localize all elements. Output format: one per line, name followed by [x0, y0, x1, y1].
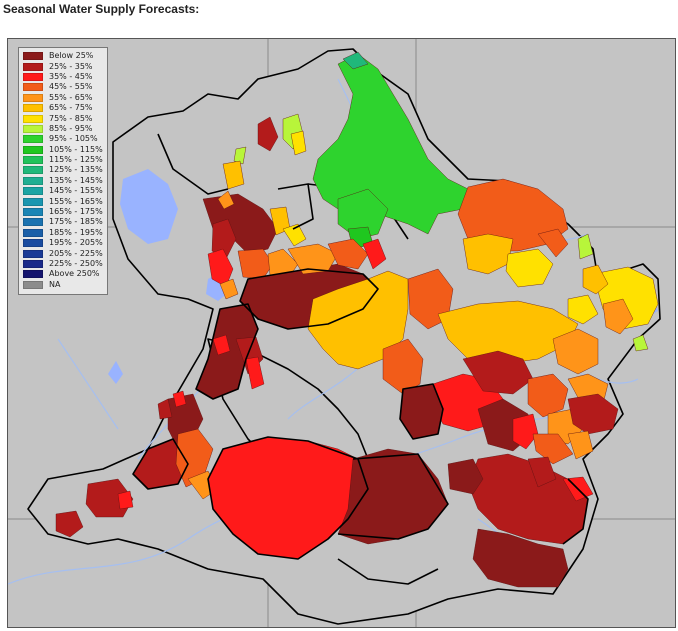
- legend-swatch: [23, 187, 43, 196]
- legend-item: 105% - 115%: [23, 145, 103, 155]
- legend-item: 205% - 225%: [23, 248, 103, 258]
- legend-item: Below 25%: [23, 51, 103, 61]
- legend-label: 85% - 95%: [49, 123, 93, 133]
- page-title: Seasonal Water Supply Forecasts:: [3, 2, 200, 16]
- legend-item: 145% - 155%: [23, 186, 103, 196]
- legend-label: 95% - 105%: [49, 134, 98, 144]
- legend-item: 45% - 55%: [23, 82, 103, 92]
- legend-item: 225% - 250%: [23, 259, 103, 269]
- legend-swatch: [23, 72, 43, 81]
- legend-label: 55% - 65%: [49, 92, 93, 102]
- legend-item: 185% - 195%: [23, 228, 103, 238]
- legend-item: 165% - 175%: [23, 207, 103, 217]
- legend-swatch: [23, 239, 43, 248]
- legend-label: 35% - 45%: [49, 71, 93, 81]
- legend-label: 175% - 185%: [49, 217, 103, 227]
- legend-label: 155% - 165%: [49, 196, 103, 206]
- legend-item: Above 250%: [23, 269, 103, 279]
- legend-item: 25% - 35%: [23, 61, 103, 71]
- legend-item: 115% - 125%: [23, 155, 103, 165]
- legend-swatch: [23, 145, 43, 154]
- legend-label: 25% - 35%: [49, 61, 93, 71]
- forecast-regions: [55, 51, 659, 588]
- legend-swatch: [23, 52, 43, 61]
- legend-item: 55% - 65%: [23, 93, 103, 103]
- legend-item: 35% - 45%: [23, 72, 103, 82]
- legend-label: 165% - 175%: [49, 207, 103, 217]
- map-legend: Below 25% 25% - 35% 35% - 45% 45% - 55% 55% …: [18, 47, 108, 295]
- legend-label: 45% - 55%: [49, 82, 93, 92]
- legend-swatch: [23, 166, 43, 175]
- legend-label: 105% - 115%: [49, 144, 103, 154]
- legend-label: 185% - 195%: [49, 227, 103, 237]
- legend-swatch: [23, 197, 43, 206]
- legend-label: 145% - 155%: [49, 186, 103, 196]
- legend-item: 195% - 205%: [23, 238, 103, 248]
- legend-swatch: [23, 270, 43, 279]
- map-canvas: [8, 39, 675, 627]
- legend-label: NA: [49, 279, 61, 289]
- legend-label: 115% - 125%: [49, 155, 103, 165]
- legend-label: Above 250%: [49, 269, 100, 279]
- legend-swatch: [23, 249, 43, 258]
- legend-swatch: [23, 62, 43, 71]
- legend-label: Below 25%: [49, 51, 94, 61]
- legend-label: 65% - 75%: [49, 103, 93, 113]
- legend-item: 125% - 135%: [23, 165, 103, 175]
- legend-swatch: [23, 280, 43, 289]
- legend-item: NA: [23, 280, 103, 290]
- legend-item: 75% - 85%: [23, 113, 103, 123]
- legend-swatch: [23, 93, 43, 102]
- legend-item: 85% - 95%: [23, 124, 103, 134]
- legend-item: 65% - 75%: [23, 103, 103, 113]
- legend-swatch: [23, 218, 43, 227]
- legend-item: 135% - 145%: [23, 176, 103, 186]
- basin-boundaries: [132, 183, 589, 560]
- legend-swatch: [23, 135, 43, 144]
- forecast-map: Below 25% 25% - 35% 35% - 45% 45% - 55% 55% …: [7, 38, 676, 628]
- legend-swatch: [23, 124, 43, 133]
- legend-swatch: [23, 228, 43, 237]
- legend-swatch: [23, 176, 43, 185]
- legend-swatch: [23, 208, 43, 217]
- legend-item: 95% - 105%: [23, 134, 103, 144]
- legend-swatch: [23, 83, 43, 92]
- legend-swatch: [23, 104, 43, 113]
- legend-label: 205% - 225%: [49, 248, 103, 258]
- legend-item: 175% - 185%: [23, 217, 103, 227]
- legend-label: 75% - 85%: [49, 113, 93, 123]
- legend-swatch: [23, 114, 43, 123]
- legend-label: 225% - 250%: [49, 259, 103, 268]
- legend-label: 195% - 205%: [49, 238, 103, 248]
- legend-label: 125% - 135%: [49, 165, 103, 175]
- legend-swatch: [23, 156, 43, 165]
- legend-item: 155% - 165%: [23, 196, 103, 206]
- legend-label: 135% - 145%: [49, 175, 103, 185]
- legend-swatch: [23, 260, 43, 268]
